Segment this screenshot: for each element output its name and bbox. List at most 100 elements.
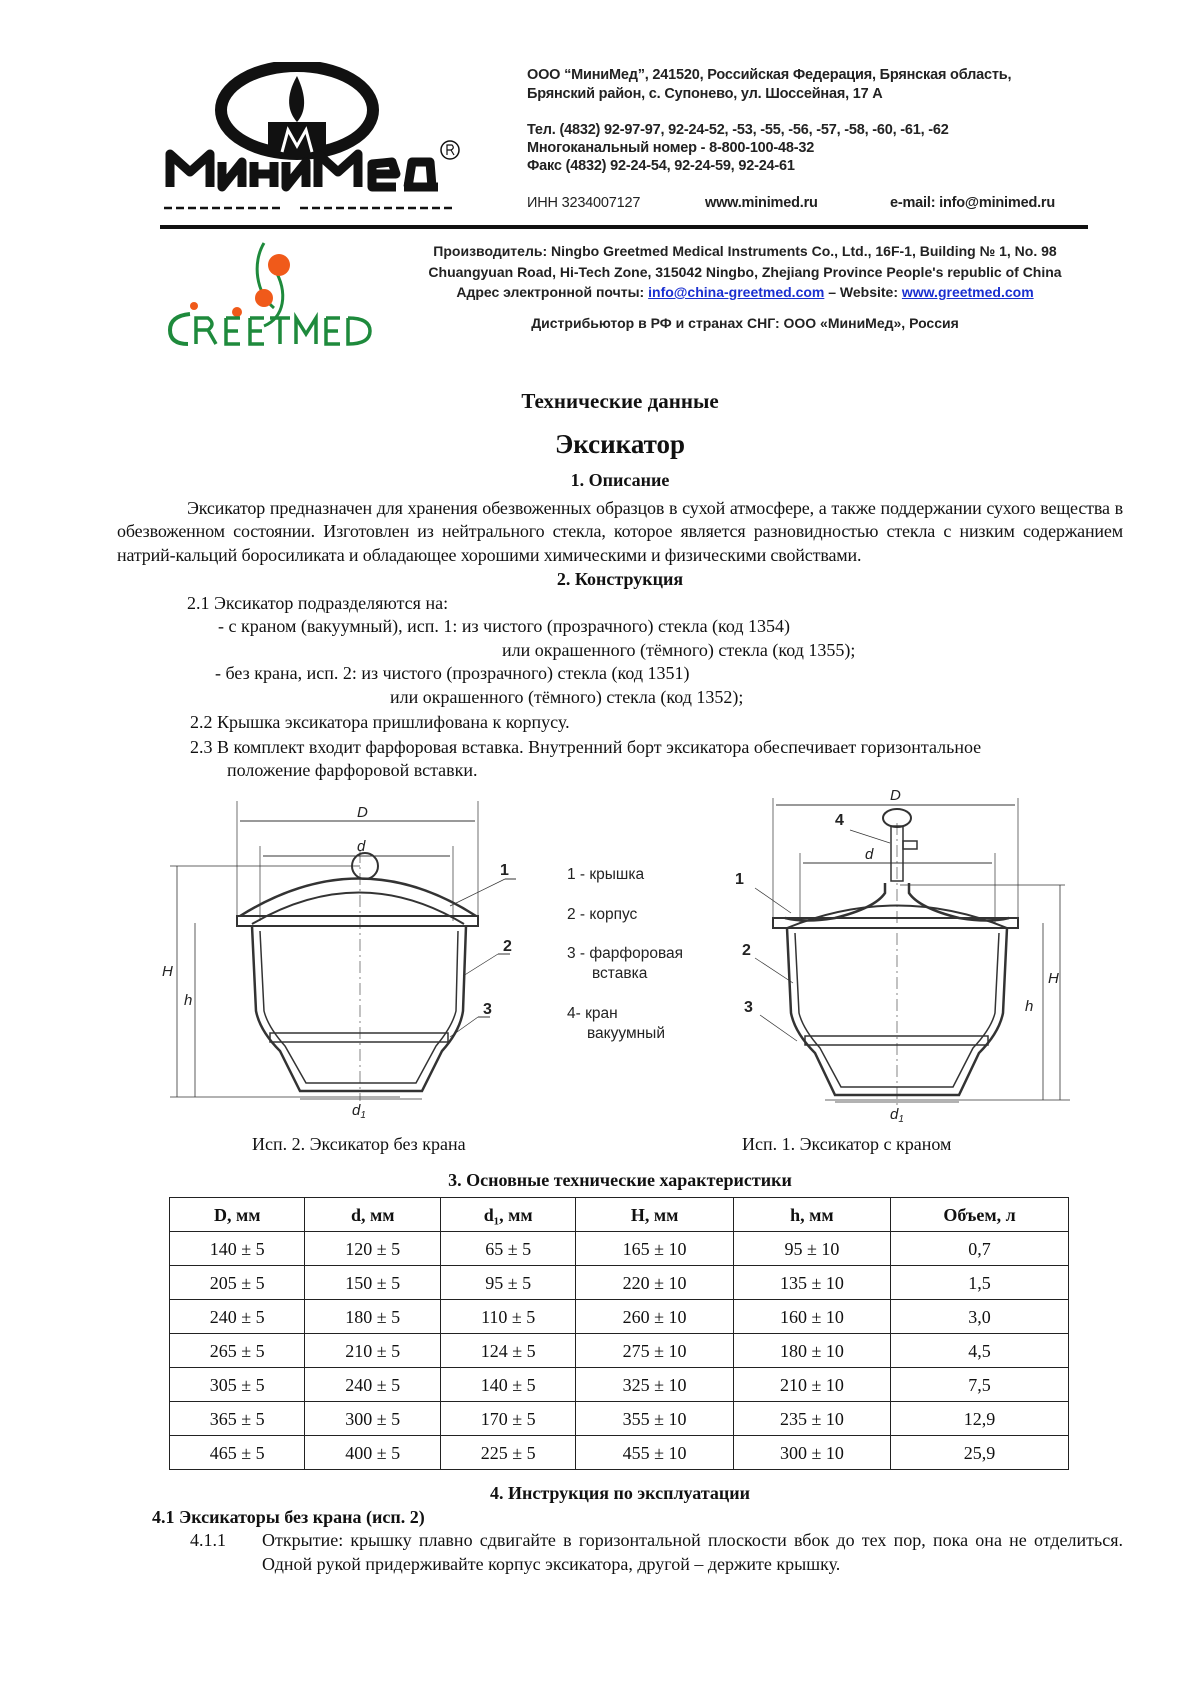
item-2-1-d: или окрашенного (тёмного) стекла (код 13…	[390, 686, 744, 707]
table-cell: 300 ± 5	[304, 1401, 441, 1436]
col-header: D, мм	[168, 1197, 306, 1232]
item-2-3-cont: положение фарфоровой вставки.	[227, 760, 478, 780]
dim-d1-label-right: d1	[890, 1106, 904, 1123]
table-cell: 210 ± 5	[304, 1333, 441, 1368]
table-cell: 110 ± 5	[439, 1299, 577, 1334]
table-row: 205 ± 5 150 ± 5 95 ± 5 220 ± 10 135 ± 10 1,5	[168, 1265, 1069, 1300]
table-cell: 95 ± 10	[732, 1231, 892, 1266]
table-cell: 160 ± 10	[732, 1299, 892, 1334]
company-fax: Факс (4832) 92-24-54, 92-24-59, 92-24-61	[527, 158, 795, 174]
dim-d1-label: d1	[352, 1102, 366, 1121]
manufacturer-line2: Chuangyuan Road, Hi-Tech Zone, 315042 Ni…	[428, 264, 1062, 280]
doc-subtitle: Эксикатор	[554, 429, 686, 459]
callout-2-right: 2	[742, 942, 751, 959]
item-4-1: 4.1 Эксикаторы без крана (исп. 2)	[152, 1506, 425, 1527]
company-inn: ИНН 3234007127	[527, 195, 641, 211]
legend-3-cont: вставка	[592, 964, 648, 982]
section1-text: Эксикатор предназначен для хранения обез…	[117, 497, 1123, 565]
specs-table: D, мм d, мм d₁, мм H, мм h, мм Объем, л …	[168, 1197, 1069, 1470]
section3-heading: 3. Основные технические характеристики	[448, 1169, 792, 1190]
table-cell: 220 ± 10	[575, 1265, 734, 1300]
section1-heading: 1. Описание	[570, 470, 670, 490]
table-cell: 180 ± 5	[304, 1299, 441, 1334]
table-cell: 140 ± 5	[168, 1231, 306, 1266]
company-email[interactable]: e-mail: info@minimed.ru	[890, 195, 1056, 211]
table-cell: 325 ± 10	[575, 1367, 734, 1402]
manufacturer-email-link[interactable]: info@china-greetmed.com	[648, 284, 825, 300]
callout-1: 1	[500, 862, 509, 879]
table-cell: 205 ± 5	[168, 1265, 306, 1300]
table-cell: 225 ± 5	[439, 1435, 577, 1470]
caption-right: Исп. 1. Эксикатор с краном	[742, 1133, 952, 1154]
item-2-1-c: - без крана, исп. 2: из чистого (прозрач…	[215, 663, 690, 683]
table-cell: 12,9	[890, 1401, 1069, 1436]
table-cell: 165 ± 10	[575, 1231, 734, 1266]
table-cell: 300 ± 10	[732, 1435, 892, 1470]
col-header: H, мм	[575, 1197, 734, 1232]
dim-h-label: h	[184, 992, 192, 1009]
item-2-1-a: - с краном (вакуумный), исп. 1: из чисто…	[218, 616, 791, 636]
table-cell: 3,0	[890, 1299, 1069, 1334]
greetmed-logo	[167, 242, 372, 346]
table-cell: 235 ± 10	[732, 1401, 892, 1436]
item-2-3: 2.3 В комплект входит фарфоровая вставка…	[190, 736, 982, 757]
table-row: 465 ± 5 400 ± 5 225 ± 5 455 ± 10 300 ± 10 25,…	[168, 1435, 1069, 1470]
table-cell: 120 ± 5	[304, 1231, 441, 1266]
legend-1: 1 - крышка	[567, 865, 645, 883]
caption-left: Исп. 2. Эксикатор без крана	[252, 1133, 466, 1154]
table-cell: 455 ± 10	[575, 1435, 734, 1470]
table-cell: 135 ± 10	[732, 1265, 892, 1300]
company-multichannel: Многоканальный номер - 8-800-100-48-32	[527, 140, 815, 156]
manufacturer-contacts: Адрес электронной почты: info@china-gree…	[380, 284, 1110, 300]
table-cell: 265 ± 5	[168, 1333, 306, 1368]
table-cell: 465 ± 5	[168, 1435, 306, 1470]
company-address-line1: ООО “МиниМед”, 241520, Российская Федера…	[527, 67, 1012, 83]
callout-1-right: 1	[735, 871, 744, 888]
dim-d-label-right: d	[865, 846, 874, 863]
table-cell: 210 ± 10	[732, 1367, 892, 1402]
col-header: d₁, мм	[439, 1197, 577, 1232]
table-cell: 65 ± 5	[439, 1231, 577, 1266]
diagrams-area: D d H h d1 1 2 3 1 - крышка 2 - корпус 3…	[117, 783, 1123, 1158]
col-header: Объем, л	[890, 1197, 1069, 1232]
table-cell: 305 ± 5	[168, 1367, 306, 1402]
item-2-2: 2.2 Крышка эксикатора пришлифована к кор…	[190, 712, 570, 732]
item-2-1: 2.1 Эксикатор подразделяются на:	[187, 592, 449, 613]
section2-heading: 2. Конструкция	[556, 569, 684, 589]
company-address-line2: Брянский район, с. Супонево, ул. Шоссейн…	[527, 86, 883, 102]
dim-H-label: H	[162, 963, 173, 980]
table-cell: 400 ± 5	[304, 1435, 441, 1470]
dim-H-label-right: H	[1048, 970, 1059, 987]
table-row: 240 ± 5 180 ± 5 110 ± 5 260 ± 10 160 ± 10 3,0	[168, 1299, 1069, 1334]
col-header: h, мм	[732, 1197, 892, 1232]
document-body: Технические данные Эксикатор 1. Описание…	[117, 389, 1123, 1576]
company-website[interactable]: www.minimed.ru	[705, 195, 818, 211]
email-label: Адрес электронной почты:	[456, 284, 649, 300]
table-cell: 95 ± 5	[439, 1265, 577, 1300]
table-cell: 140 ± 5	[439, 1367, 577, 1402]
header-divider	[160, 225, 1088, 229]
table-cell: 180 ± 10	[732, 1333, 892, 1368]
col-header: d, мм	[304, 1197, 441, 1232]
item-4-1-1: 4.1.1 Открытие: крышку плавно сдвигайте …	[117, 1529, 1123, 1576]
table-cell: 170 ± 5	[439, 1401, 577, 1436]
table-cell: 240 ± 5	[304, 1367, 441, 1402]
distributor: Дистрибьютор в РФ и странах СНГ: ООО «Ми…	[531, 315, 959, 331]
dim-d-label: d	[357, 838, 366, 855]
dim-h-label-right: h	[1025, 998, 1033, 1015]
table-header-row: D, мм d, мм d₁, мм H, мм h, мм Объем, л	[168, 1197, 1069, 1232]
callout-4-right: 4	[835, 812, 844, 829]
table-cell: 150 ± 5	[304, 1265, 441, 1300]
table-cell: 7,5	[890, 1367, 1069, 1402]
table-row: 365 ± 5 300 ± 5 170 ± 5 355 ± 10 235 ± 10 12,…	[168, 1401, 1069, 1436]
website-label: – Website:	[824, 284, 902, 300]
legend-4-cont: вакуумный	[587, 1024, 665, 1042]
table-cell: 0,7	[890, 1231, 1069, 1266]
legend-3: 3 - фарфоровая	[567, 944, 684, 962]
legend-2: 2 - корпус	[567, 905, 638, 923]
manufacturer-website-link[interactable]: www.greetmed.com	[901, 284, 1034, 300]
item-2-1-b: или окрашенного (тёмного) стекла (код 13…	[502, 639, 856, 660]
dim-D-label-right: D	[890, 787, 901, 804]
table-cell: 25,9	[890, 1435, 1069, 1470]
